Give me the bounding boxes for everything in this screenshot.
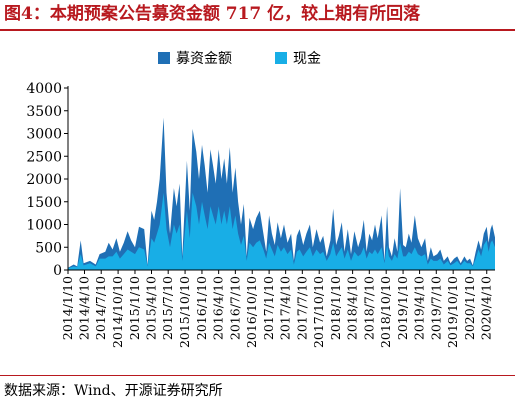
data-source: 数据来源：Wind、开源证券研究所 — [0, 375, 515, 407]
legend-label-cash: 现金 — [293, 51, 321, 67]
y-tick-label: 2500 — [26, 149, 62, 165]
x-tick-label: 2018/7/10 — [361, 276, 376, 340]
y-tick-label: 4000 — [26, 81, 62, 97]
legend: 募资金额 现金 — [158, 51, 321, 67]
x-tick-label: 2018/1/10 — [328, 276, 343, 340]
x-tick-label: 2015/1/10 — [127, 276, 142, 340]
x-tick-label: 2014/10/10 — [110, 276, 125, 348]
x-tick-label: 2019/7/10 — [428, 276, 443, 340]
x-tick-label: 2014/1/10 — [60, 276, 75, 340]
x-tick-label: 2014/7/10 — [93, 276, 108, 340]
x-tick-label: 2020/4/10 — [479, 276, 494, 340]
x-tick-label: 2018/10/10 — [378, 276, 393, 348]
y-tick-label: 0 — [53, 263, 62, 279]
x-tick-label: 2017/10/10 — [311, 276, 326, 348]
x-tick-label: 2019/4/10 — [412, 276, 427, 340]
axes: 0 500 1000 1500 2000 2500 3000 3500 4000 2014/1/1… — [26, 81, 495, 348]
x-tick-label: 2014/4/10 — [77, 276, 92, 340]
area-chart: 募资金额 现金 0 500 1000 1500 2000 2500 3000 3500 4000 2… — [26, 51, 495, 348]
x-tick-label: 2016/7/10 — [227, 276, 242, 340]
x-tick-label: 2015/7/10 — [160, 276, 175, 340]
x-tick-label: 2015/10/10 — [177, 276, 192, 348]
legend-swatch-cash — [275, 52, 287, 64]
x-tick-label: 2016/1/10 — [194, 276, 209, 340]
legend-label-fundraise: 募资金额 — [176, 51, 232, 67]
y-tick-label: 3500 — [26, 104, 62, 120]
area-series — [68, 117, 495, 270]
y-tick-label: 500 — [35, 240, 62, 256]
x-tick-label: 2020/1/10 — [462, 276, 477, 340]
x-tick-label: 2018/4/10 — [345, 276, 360, 340]
x-tick-label: 2019/1/10 — [395, 276, 410, 340]
legend-swatch-fundraise — [158, 52, 170, 64]
x-tick-label: 2017/7/10 — [294, 276, 309, 340]
y-tick-label: 3000 — [26, 127, 62, 143]
x-tick-label: 2017/4/10 — [278, 276, 293, 340]
y-tick-label: 1500 — [26, 195, 62, 211]
x-tick-label: 2016/10/10 — [244, 276, 259, 348]
x-tick-label: 2017/1/10 — [261, 276, 276, 340]
x-tick-label: 2016/4/10 — [211, 276, 226, 340]
x-tick-label: 2015/4/10 — [144, 276, 159, 340]
x-tick-label: 2019/10/10 — [445, 276, 460, 348]
area-cash — [68, 192, 495, 270]
y-tick-label: 1000 — [26, 218, 62, 234]
y-tick-label: 2000 — [26, 172, 62, 188]
chart-title: 图4：本期预案公告募资金额 717 亿，较上期有所回落 — [0, 0, 515, 31]
area-fundraise — [68, 117, 495, 270]
